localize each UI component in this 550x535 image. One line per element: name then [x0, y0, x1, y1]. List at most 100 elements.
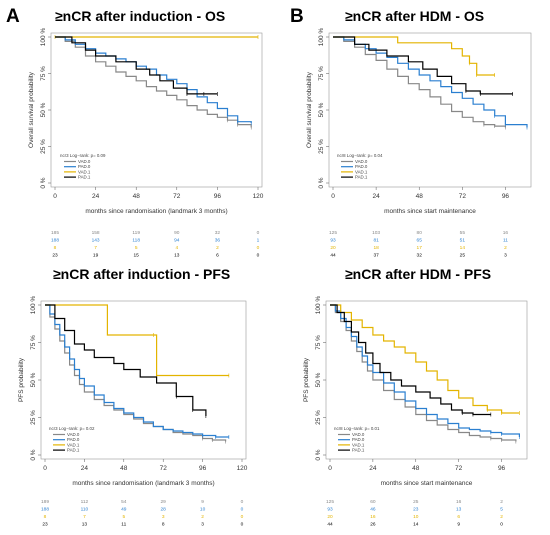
risk-count: 55 [460, 230, 466, 236]
risk-count: 189 [41, 499, 49, 505]
risk-count: 13 [456, 507, 462, 513]
risk-count: 2 [201, 514, 204, 520]
risk-count: 9 [457, 522, 460, 528]
y-tick-label: 0 % [30, 449, 37, 460]
risk-count: 0 [241, 522, 244, 528]
x-axis-label: months since randomisation (landmark 3 m… [85, 208, 227, 215]
legend-label: PAD.0 [352, 437, 365, 442]
risk-count: 37 [373, 253, 379, 259]
risk-count: 23 [413, 507, 419, 513]
y-tick-label: 100 % [40, 28, 47, 47]
risk-count: 20 [327, 514, 333, 520]
risk-count: 44 [330, 253, 336, 259]
x-tick-label: 96 [214, 193, 222, 200]
risk-count: 1 [257, 238, 260, 244]
y-tick-label: 0 % [40, 177, 47, 188]
risk-count: 14 [413, 522, 419, 528]
risk-count: 0 [241, 507, 244, 513]
x-tick-label: 72 [160, 465, 168, 472]
risk-count: 23 [52, 253, 58, 259]
legend-label: VAD.1 [355, 169, 368, 174]
risk-count: 36 [215, 238, 221, 244]
x-tick-label: 24 [372, 193, 380, 200]
x-tick-label: 48 [120, 465, 128, 472]
risk-count: 188 [51, 238, 59, 244]
risk-count: 32 [215, 230, 221, 236]
y-tick-label: 100 % [315, 296, 322, 315]
risk-count: 2 [216, 245, 219, 251]
risk-count: 93 [330, 238, 336, 244]
y-tick-label: 75 % [315, 335, 322, 350]
km-panel-1: A ≥nCR after induction - OS 0 % 25 % 50 % 75 … [6, 6, 264, 259]
risk-count: 10 [200, 507, 206, 513]
x-tick-label: 24 [369, 465, 377, 472]
legend-label: VAD.1 [78, 169, 91, 174]
risk-count: 0 [257, 245, 260, 251]
risk-count: 9 [201, 499, 204, 505]
risk-count: 15 [134, 253, 140, 259]
risk-count: 6 [457, 514, 460, 520]
risk-count: 2 [500, 499, 503, 505]
x-tick-label: 0 [43, 465, 47, 472]
y-tick-label: 25 % [315, 410, 322, 425]
risk-count: 44 [327, 522, 333, 528]
x-tick-label: 72 [459, 193, 467, 200]
risk-count: 2 [504, 245, 507, 251]
legend-label: PAD.1 [67, 448, 80, 453]
legend-label: PAD.1 [352, 448, 365, 453]
risk-count: 8 [162, 522, 165, 528]
y-tick-label: 100 % [318, 28, 325, 47]
y-axis-label: PFS probability [18, 357, 25, 402]
logrank-text: ncr8 Log−rank: p= 0.04 [337, 153, 383, 158]
legend-label: VAD.0 [355, 159, 368, 164]
x-tick-label: 48 [412, 465, 420, 472]
chart-title: ≥nCR after HDM - OS [345, 8, 484, 24]
km-panel-3: ≥nCR after induction - PFS 0 % 25 % 50 % 75 … [18, 266, 248, 528]
risk-count: 60 [370, 499, 376, 505]
y-tick-label: 75 % [30, 335, 37, 350]
risk-count: 0 [257, 230, 260, 236]
risk-count: 5 [135, 245, 138, 251]
risk-count: 25 [460, 253, 466, 259]
risk-count: 188 [41, 507, 49, 513]
km-curve-pad-0 [45, 304, 229, 438]
risk-count: 90 [174, 230, 180, 236]
risk-count: 0 [257, 253, 260, 259]
y-tick-label: 50 % [318, 102, 325, 117]
risk-count: 19 [93, 253, 99, 259]
risk-count: 94 [174, 238, 180, 244]
y-tick-label: 0 % [318, 177, 325, 188]
risk-count: 125 [326, 499, 334, 505]
legend-label: VAD.0 [67, 432, 80, 437]
y-tick-label: 100 % [30, 296, 37, 315]
km-panel-2: B ≥nCR after HDM - OS 0 % 25 % 50 % 75 % 100 %… [290, 6, 532, 259]
x-tick-label: 24 [81, 465, 89, 472]
risk-count: 7 [83, 514, 86, 520]
x-tick-label: 120 [253, 193, 264, 200]
km-curve-pad-1 [55, 36, 218, 95]
y-tick-label: 50 % [30, 372, 37, 387]
km-curve-vad-0 [333, 36, 506, 128]
y-axis-label: Overall survival probability [28, 71, 35, 148]
x-tick-label: 96 [502, 193, 510, 200]
y-tick-label: 50 % [315, 372, 322, 387]
risk-count: 26 [370, 522, 376, 528]
risk-count: 18 [373, 245, 379, 251]
risk-count: 65 [417, 238, 423, 244]
risk-count: 6 [216, 253, 219, 259]
km-curve-pad-1 [333, 36, 513, 95]
risk-count: 5 [122, 514, 125, 520]
risk-count: 93 [327, 507, 333, 513]
risk-count: 7 [94, 245, 97, 251]
risk-count: 49 [121, 507, 127, 513]
risk-count: 5 [500, 507, 503, 513]
risk-count: 185 [51, 230, 59, 236]
risk-count: 16 [456, 499, 462, 505]
y-tick-label: 25 % [40, 139, 47, 154]
risk-count: 54 [121, 499, 127, 505]
risk-count: 0 [241, 499, 244, 505]
km-curve-pad-0 [330, 304, 520, 437]
x-tick-label: 120 [237, 465, 248, 472]
y-tick-label: 50 % [40, 102, 47, 117]
